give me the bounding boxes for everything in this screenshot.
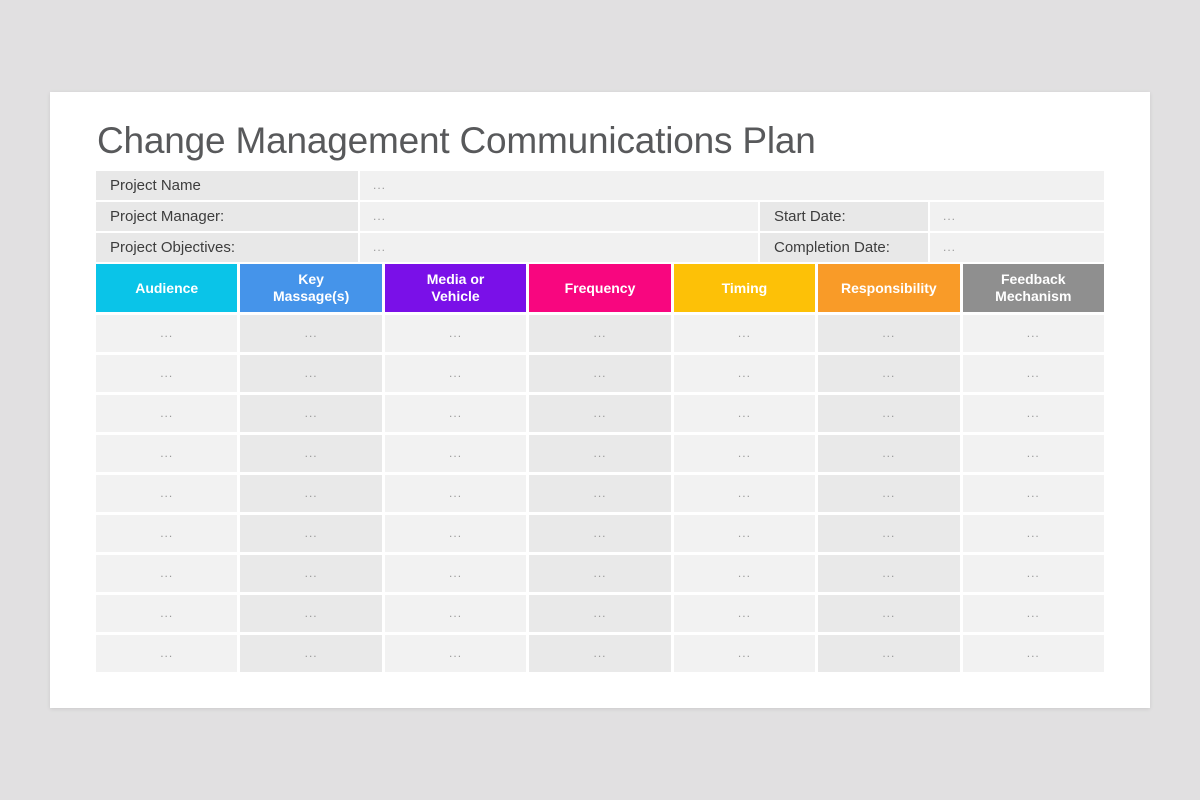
table-cell[interactable]: ... [96,435,238,472]
table-cell[interactable]: ... [962,515,1104,552]
table-cell[interactable]: ... [818,315,960,352]
completion-date-value[interactable]: ... [930,233,1104,262]
table-cell[interactable]: ... [240,595,382,632]
column-header-frequency: Frequency [529,264,671,312]
table-cell[interactable]: ... [818,595,960,632]
table-cell[interactable]: ... [240,555,382,592]
table-cell[interactable]: ... [96,635,238,672]
table-cell[interactable]: ... [96,315,238,352]
column-header-feedback-mechanism: Feedback Mechanism [962,264,1104,312]
project-name-value[interactable]: ... [360,171,1104,200]
start-date-value[interactable]: ... [930,202,1104,231]
table-cell[interactable]: ... [818,555,960,592]
table-cell[interactable]: ... [673,555,816,592]
project-manager-label: Project Manager: [96,202,358,231]
table-cell[interactable]: ... [96,355,238,392]
project-objectives-label: Project Objectives: [96,233,358,262]
info-row-project-manager: Project Manager: ... Start Date: ... [96,202,1104,231]
table-cell[interactable]: ... [962,595,1104,632]
project-manager-value[interactable]: ... [360,202,758,231]
start-date-label: Start Date: [760,202,928,231]
table-cell[interactable]: ... [673,355,816,392]
table-cell[interactable]: ... [96,395,238,432]
project-objectives-value[interactable]: ... [360,233,758,262]
table-cell[interactable]: ... [818,635,960,672]
table-cell[interactable]: ... [240,355,382,392]
table-cell[interactable]: ... [384,355,527,392]
table-cell[interactable]: ... [818,355,960,392]
table-cell[interactable]: ... [529,315,671,352]
table-cell[interactable]: ... [962,435,1104,472]
table-cell[interactable]: ... [96,515,238,552]
table-cell[interactable]: ... [818,435,960,472]
table-cell[interactable]: ... [962,475,1104,512]
table-cell[interactable]: ... [96,475,238,512]
table-cell[interactable]: ... [529,635,671,672]
column-header-timing: Timing [673,264,816,312]
table-cell[interactable]: ... [962,635,1104,672]
slide: Change Management Communications Plan Pr… [50,92,1150,708]
table-cell[interactable]: ... [818,515,960,552]
table-cell[interactable]: ... [240,435,382,472]
table-cell[interactable]: ... [240,635,382,672]
table-cell[interactable]: ... [240,315,382,352]
slide-content: Change Management Communications Plan Pr… [50,92,1150,672]
table-cell[interactable]: ... [240,515,382,552]
table-cell[interactable]: ... [529,515,671,552]
table-cell[interactable]: ... [673,475,816,512]
table-cell[interactable]: ... [384,555,527,592]
project-info-block: Project Name ... Project Manager: ... St… [96,171,1104,262]
table-cell[interactable]: ... [673,435,816,472]
table-cell[interactable]: ... [673,515,816,552]
table-cell[interactable]: ... [240,475,382,512]
table-cell[interactable]: ... [529,555,671,592]
table-cell[interactable]: ... [384,515,527,552]
table-cell[interactable]: ... [96,555,238,592]
table-cell[interactable]: ... [96,595,238,632]
table-cell[interactable]: ... [529,355,671,392]
plan-table-header: Audience Key Massage(s) Media or Vehicle… [96,264,1104,312]
slide-title: Change Management Communications Plan [97,120,816,161]
table-cell[interactable]: ... [673,395,816,432]
project-name-label: Project Name [96,171,358,200]
table-cell[interactable]: ... [962,355,1104,392]
table-cell[interactable]: ... [384,475,527,512]
info-row-project-name: Project Name ... [96,171,1104,200]
plan-table-body: ........................................… [96,315,1104,672]
table-cell[interactable]: ... [384,315,527,352]
column-header-key-messages: Key Massage(s) [240,264,382,312]
table-cell[interactable]: ... [673,595,816,632]
table-cell[interactable]: ... [529,435,671,472]
table-cell[interactable]: ... [962,395,1104,432]
table-cell[interactable]: ... [673,315,816,352]
info-row-project-objectives: Project Objectives: ... Completion Date:… [96,233,1104,262]
table-cell[interactable]: ... [529,475,671,512]
table-cell[interactable]: ... [529,395,671,432]
table-cell[interactable]: ... [529,595,671,632]
table-cell[interactable]: ... [240,395,382,432]
table-cell[interactable]: ... [962,555,1104,592]
table-cell[interactable]: ... [962,315,1104,352]
table-cell[interactable]: ... [384,435,527,472]
table-cell[interactable]: ... [673,635,816,672]
table-cell[interactable]: ... [384,595,527,632]
table-cell[interactable]: ... [384,395,527,432]
column-header-media-or-vehicle: Media or Vehicle [384,264,527,312]
column-header-audience: Audience [96,264,238,312]
table-cell[interactable]: ... [384,635,527,672]
table-cell[interactable]: ... [818,395,960,432]
table-cell[interactable]: ... [818,475,960,512]
completion-date-label: Completion Date: [760,233,928,262]
column-header-responsibility: Responsibility [818,264,960,312]
